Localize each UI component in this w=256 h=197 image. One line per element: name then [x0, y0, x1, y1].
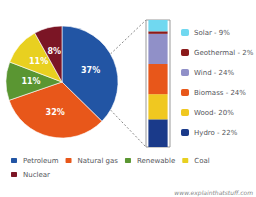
svg-text:www.explainthatstuff.com: www.explainthatstuff.com	[174, 189, 253, 197]
svg-text:11%: 11%	[21, 77, 40, 86]
svg-text:8%: 8%	[47, 47, 61, 56]
svg-text:Natural gas: Natural gas	[78, 157, 119, 165]
svg-text:32%: 32%	[46, 108, 65, 117]
svg-text:Geothermal - 2%: Geothermal - 2%	[194, 49, 254, 57]
svg-text:37%: 37%	[81, 66, 100, 75]
svg-text:Petroleum: Petroleum	[23, 157, 59, 165]
svg-text:Biomass - 24%: Biomass - 24%	[194, 89, 246, 97]
svg-text:Nuclear: Nuclear	[23, 171, 50, 179]
svg-text:Coal: Coal	[194, 157, 209, 165]
svg-text:Renewable: Renewable	[137, 157, 175, 165]
svg-text:11%: 11%	[29, 57, 48, 66]
svg-text:Solar - 9%: Solar - 9%	[194, 29, 230, 37]
svg-text:Wind - 24%: Wind - 24%	[194, 69, 234, 77]
svg-text:Wood- 20%: Wood- 20%	[194, 109, 234, 117]
svg-text:Hydro - 22%: Hydro - 22%	[194, 129, 238, 137]
